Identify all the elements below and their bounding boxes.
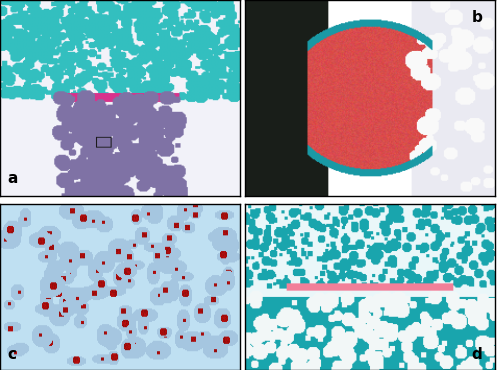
Text: a: a xyxy=(7,171,18,186)
Text: b: b xyxy=(472,10,482,25)
Text: c: c xyxy=(7,347,16,362)
Text: d: d xyxy=(472,347,482,362)
